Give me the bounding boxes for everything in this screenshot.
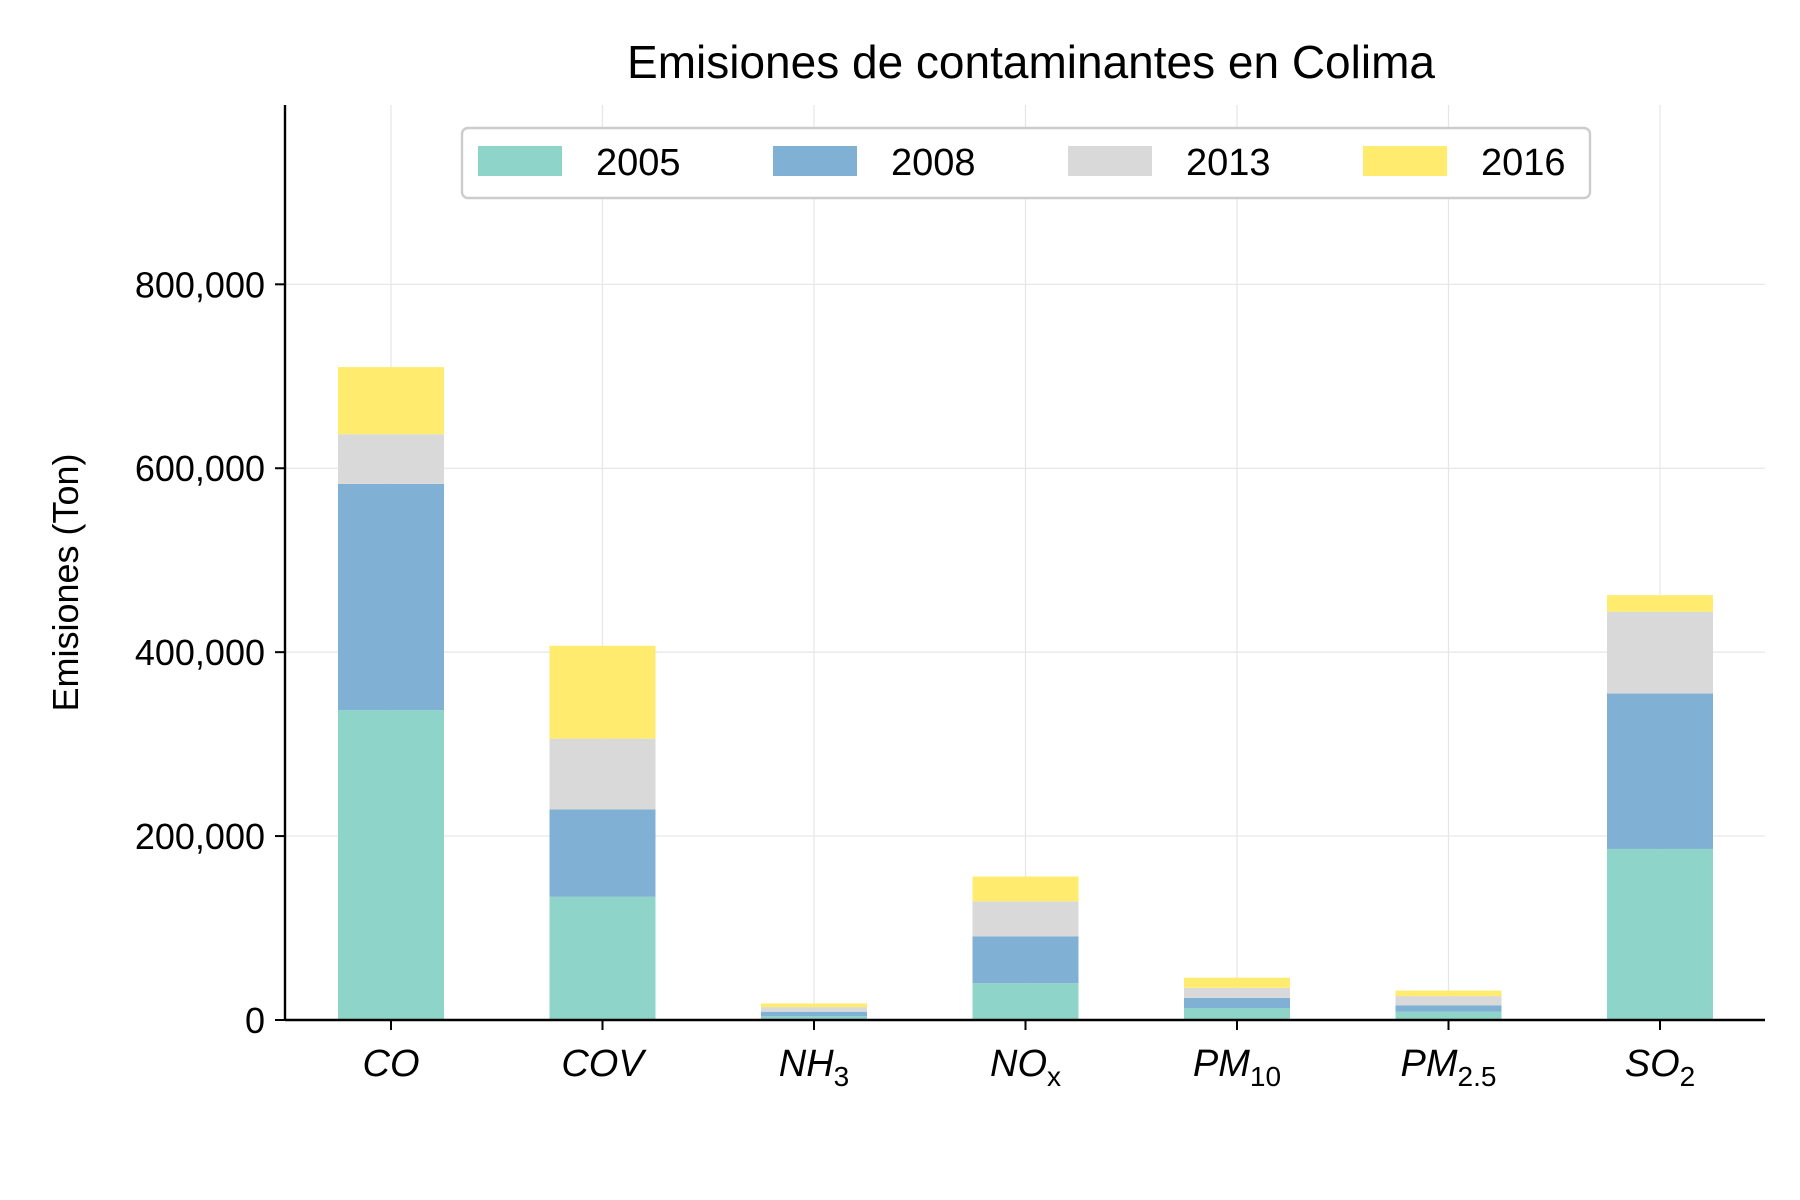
chart-title: Emisiones de contaminantes en Colima xyxy=(627,36,1435,88)
legend-label: 2005 xyxy=(596,142,681,184)
bar-segment-2008 xyxy=(1184,997,1290,1009)
y-tick-label: 0 xyxy=(245,1000,265,1041)
bar-segment-2013 xyxy=(972,901,1079,937)
bar-segment-2016 xyxy=(338,367,444,435)
bar-segment-2008 xyxy=(338,483,444,711)
bar-segment-2016 xyxy=(1184,977,1290,988)
bar-segment-2016 xyxy=(1395,990,1502,997)
bar-segment-2008 xyxy=(1607,693,1713,849)
legend-label: 2013 xyxy=(1186,142,1271,184)
legend-frame xyxy=(460,126,1592,200)
bar-segment-2005 xyxy=(338,710,444,1020)
bar-segment-2013 xyxy=(1607,611,1713,694)
y-ticks: 0 200,000 400,000 600,000 800,000 xyxy=(135,264,285,1041)
legend-label: 2016 xyxy=(1481,142,1566,184)
bar-segment-2013 xyxy=(761,1007,867,1012)
legend: 2005 2008 2013 2016 xyxy=(460,126,1592,200)
x-ticks: CO COV NH3 NOx PM10 PM2.5 SO2 xyxy=(363,1020,1695,1092)
x-tick-label: CO xyxy=(363,1043,420,1085)
y-tick-label: 200,000 xyxy=(135,816,265,857)
bar-segment-2008 xyxy=(972,936,1079,984)
bar-segment-2005 xyxy=(549,896,656,1020)
bar-segment-2013 xyxy=(549,738,656,810)
x-tick-label: COV xyxy=(561,1043,647,1085)
bar-segment-2005 xyxy=(972,983,1079,1020)
y-tick-label: 600,000 xyxy=(135,448,265,489)
bar-segment-2008 xyxy=(761,1011,867,1017)
x-tick-label: SO2 xyxy=(1625,1043,1695,1092)
y-tick-label: 800,000 xyxy=(135,264,265,305)
bar-segment-2005 xyxy=(1607,848,1713,1020)
bar-segment-2013 xyxy=(1395,996,1502,1006)
x-tick-label: NH3 xyxy=(779,1043,849,1092)
y-tick-label: 400,000 xyxy=(135,632,265,673)
bar-segment-2005 xyxy=(761,1016,867,1020)
x-tick-label: PM2.5 xyxy=(1401,1043,1497,1092)
bar-segment-2016 xyxy=(1607,595,1713,612)
legend-swatch-2013 xyxy=(1068,146,1152,176)
legend-label: 2008 xyxy=(891,142,976,184)
x-tick-label: PM10 xyxy=(1193,1043,1281,1092)
bar-segment-2016 xyxy=(549,645,656,739)
bars xyxy=(338,367,1713,1020)
bar-segment-2008 xyxy=(549,809,656,897)
bar-segment-2005 xyxy=(1184,1008,1290,1020)
x-tick-label: NOx xyxy=(990,1043,1061,1092)
legend-swatch-2016 xyxy=(1363,146,1447,176)
legend-swatch-2005 xyxy=(478,146,562,176)
bar-segment-2016 xyxy=(761,1003,867,1008)
bar-segment-2013 xyxy=(1184,987,1290,998)
bar-segment-2016 xyxy=(972,876,1079,902)
y-axis-label: Emisiones (Ton) xyxy=(45,453,86,711)
bar-segment-2013 xyxy=(338,434,444,484)
bar-segment-2005 xyxy=(1395,1011,1502,1020)
bar-segment-2008 xyxy=(1395,1005,1502,1012)
legend-swatch-2008 xyxy=(773,146,857,176)
